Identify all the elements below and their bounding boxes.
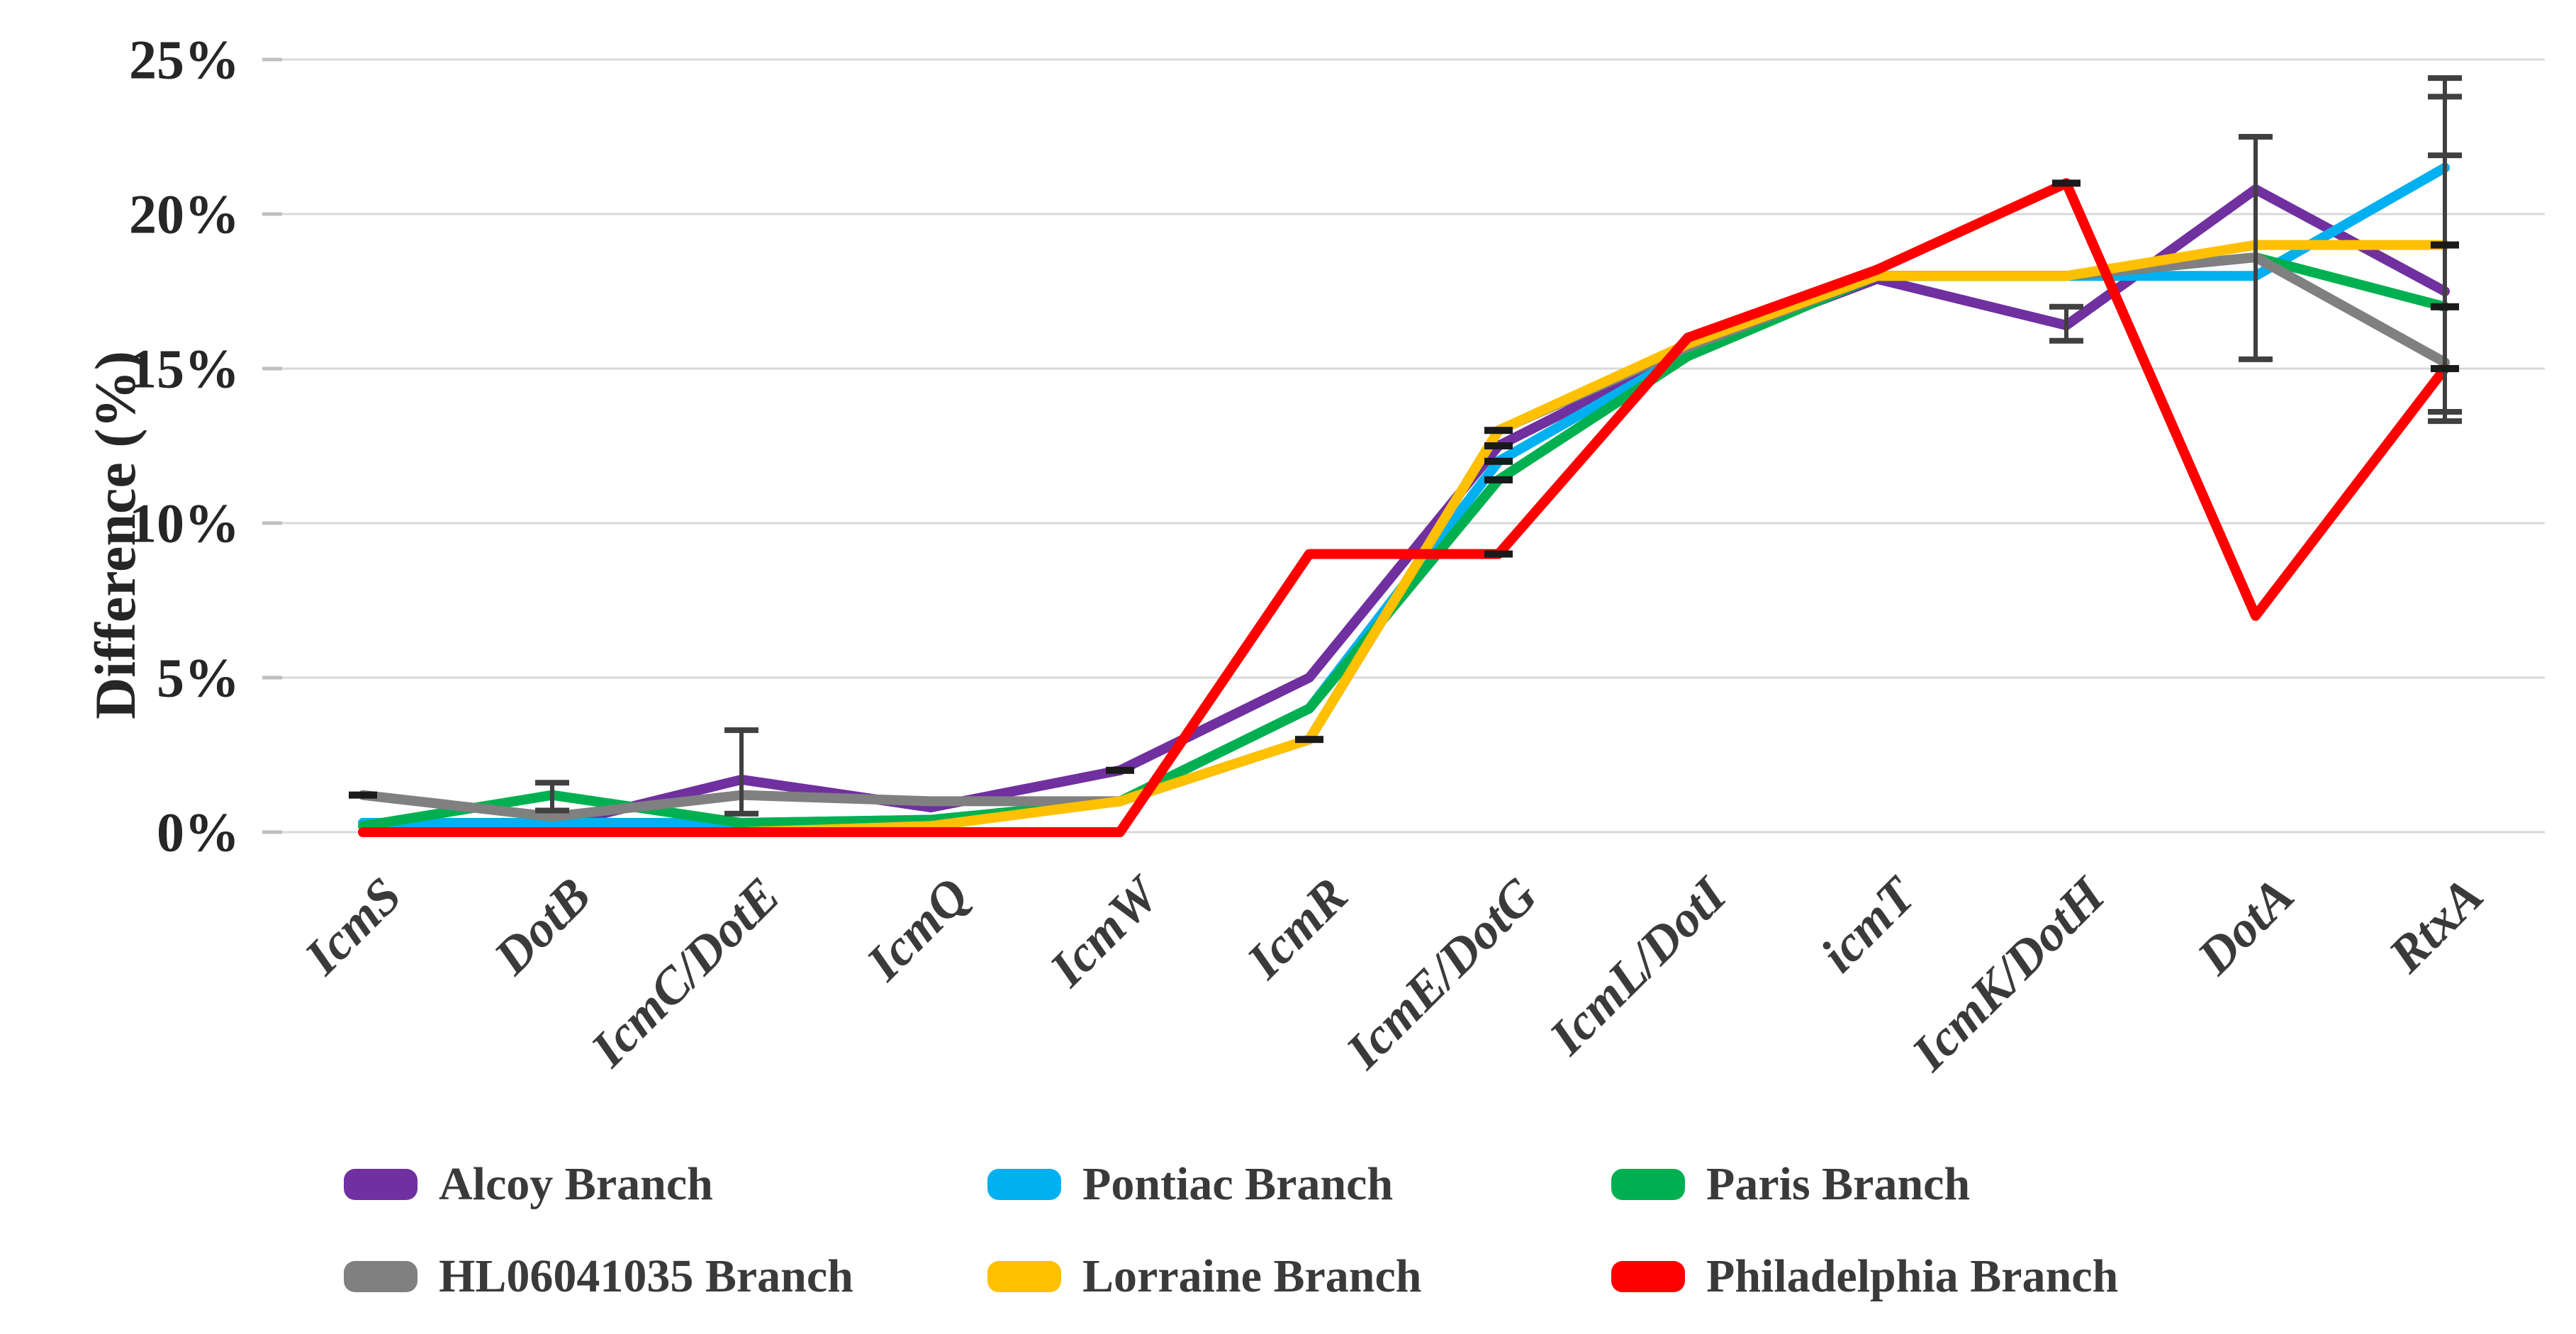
y-tick-label-15%: 15%: [129, 338, 240, 400]
legend-label: Philadelphia Branch: [1706, 1250, 2119, 1302]
x-tick-label-icmc-dote: IcmC/DotE: [580, 867, 791, 1078]
series-line-philadelphia-branch: [358, 178, 2450, 837]
error-bar-dota: [2239, 134, 2273, 362]
point-marker: [2052, 179, 2081, 187]
x-tick-label-icmq: IcmQ: [855, 867, 980, 992]
x-tick-label-icme-dotg: IcmE/DotG: [1335, 867, 1548, 1080]
point-marker: [1484, 476, 1513, 483]
legend-label: Pontiac Branch: [1082, 1158, 1394, 1210]
legend-swatch-pontiac: [987, 1169, 1061, 1200]
point-marker: [1484, 442, 1513, 449]
error-bar-icmc-dote: [724, 727, 758, 817]
legend-item-philadelphia-branch: Philadelphia Branch: [1611, 1246, 2118, 1307]
x-tick-label-dota: DotA: [2186, 867, 2305, 986]
gridlines: [262, 58, 2545, 834]
x-tick-label-icmr: IcmR: [1236, 867, 1358, 990]
point-markers: [349, 179, 2459, 799]
y-axis-ticks: [262, 57, 282, 834]
x-tick-label-icmt: icmT: [1810, 865, 1927, 983]
y-tick-label-10%: 10%: [129, 493, 240, 554]
point-marker: [2431, 365, 2459, 372]
error-bar-icmk-doth: [2049, 303, 2083, 344]
x-tick-label-icml-doti: IcmL/DotI: [1538, 865, 1739, 1066]
point-marker: [1106, 766, 1134, 774]
y-tick-label-25%: 25%: [129, 29, 240, 91]
error-bar-rtxa: [2428, 75, 2462, 425]
y-axis-labels: 0% 5% 10% 15% 20% 25%: [129, 29, 240, 863]
x-tick-label-rtxa: RtxA: [2378, 867, 2494, 984]
point-marker: [2431, 303, 2459, 310]
y-tick-label-5%: 5%: [157, 647, 240, 709]
x-tick-label-icmk-doth: IcmK/DotH: [1900, 865, 2117, 1082]
x-tick-label-icms: IcmS: [293, 867, 413, 986]
legend-item-lorraine-branch: Lorraine Branch: [987, 1246, 1421, 1307]
y-tick-label-0%: 0%: [157, 802, 240, 863]
legend-item-hl06041035-branch: HL06041035 Branch: [344, 1246, 853, 1307]
point-marker: [2431, 241, 2459, 249]
legend-item-alcoy-branch: Alcoy Branch: [344, 1154, 713, 1215]
point-marker: [1484, 457, 1513, 465]
legend-swatch-paris: [1611, 1169, 1685, 1200]
legend-label: Paris Branch: [1706, 1158, 1971, 1210]
legend-label: Lorraine Branch: [1082, 1250, 1422, 1302]
point-marker: [1295, 736, 1323, 744]
x-tick-label-dotb: DotB: [483, 867, 602, 986]
legend-swatch-hl06041035: [344, 1261, 418, 1292]
error-bar-dotb: [535, 780, 569, 814]
point-marker: [349, 791, 377, 799]
legend-label: HL06041035 Branch: [439, 1250, 853, 1302]
legend-swatch-philadelphia: [1611, 1261, 1685, 1292]
series-line-alcoy-branch: [358, 184, 2450, 837]
legend-item-pontiac-branch: Pontiac Branch: [987, 1154, 1393, 1215]
point-marker: [1484, 550, 1513, 558]
point-marker: [1484, 427, 1513, 435]
legend-swatch-lorraine: [987, 1261, 1061, 1292]
legend-item-paris-branch: Paris Branch: [1611, 1154, 1970, 1215]
y-tick-label-20%: 20%: [129, 184, 240, 245]
error-bars: [535, 75, 2462, 817]
legend-swatch-alcoy: [344, 1169, 418, 1200]
y-axis-title: Difference (%): [83, 351, 147, 719]
series-lines: [358, 162, 2450, 837]
x-tick-label-icmw: IcmW: [1038, 864, 1172, 997]
legend-label: Alcoy Branch: [439, 1158, 713, 1210]
